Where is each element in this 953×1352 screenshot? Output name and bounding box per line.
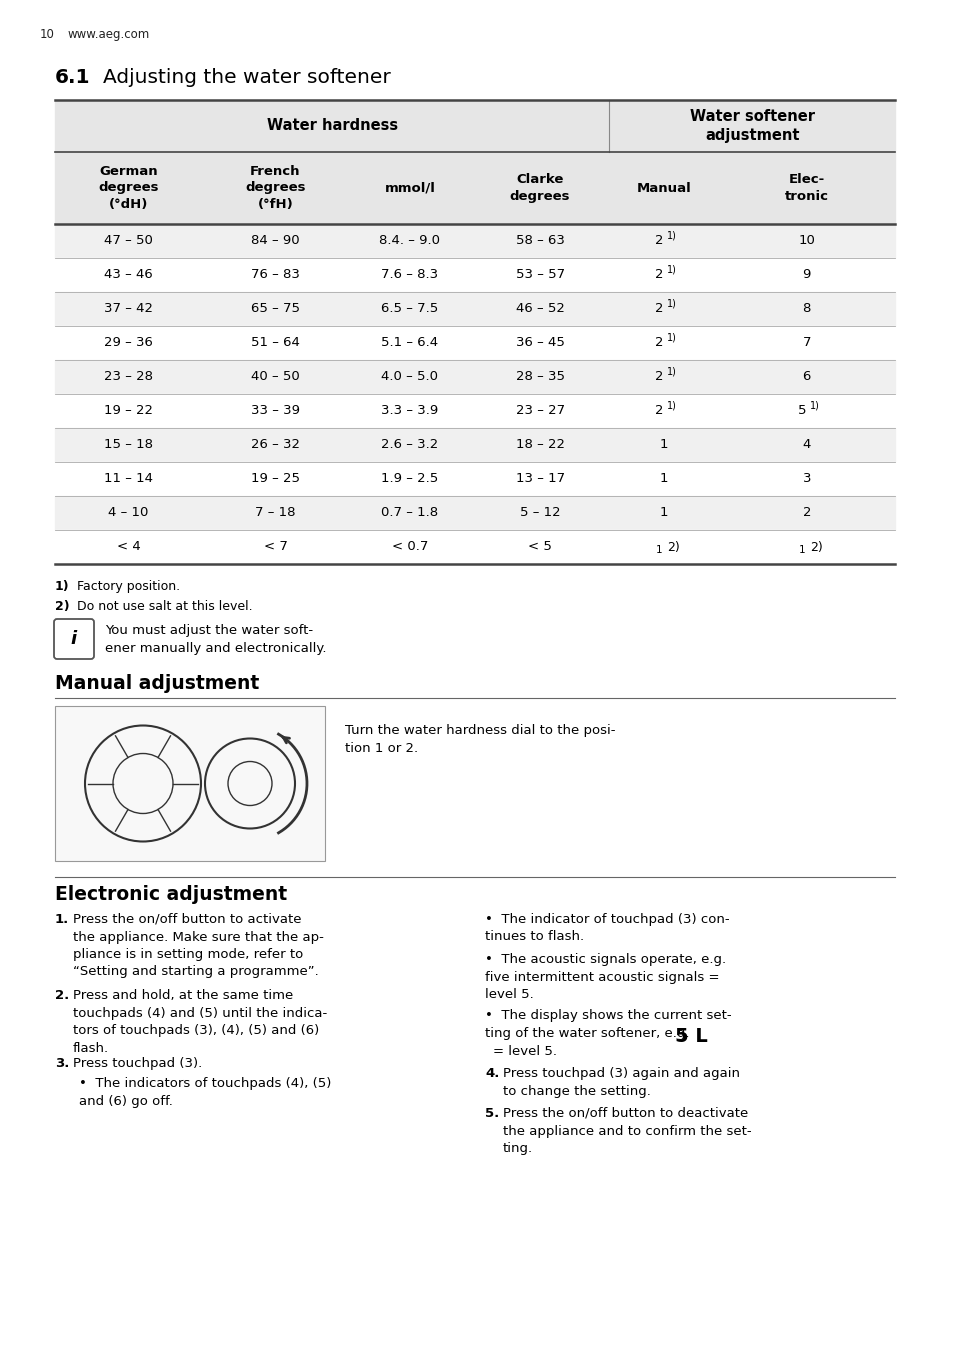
Bar [55, 100, 894, 151]
Text: Clarke
degrees: Clarke degrees [509, 173, 570, 203]
Text: 76 – 83: 76 – 83 [251, 269, 299, 281]
Text: 1): 1) [666, 333, 677, 342]
Text: 18 – 22: 18 – 22 [515, 438, 564, 452]
Bar [55, 530, 894, 564]
Text: 5.: 5. [484, 1107, 498, 1119]
Text: < 4: < 4 [116, 541, 140, 553]
Text: 2: 2 [654, 269, 662, 281]
Text: 3.3 – 3.9: 3.3 – 3.9 [381, 404, 438, 418]
Text: Manual adjustment: Manual adjustment [55, 675, 259, 694]
Text: 1: 1 [659, 507, 667, 519]
Text: < 7: < 7 [263, 541, 287, 553]
Text: 1): 1) [666, 264, 677, 274]
Text: 1.9 – 2.5: 1.9 – 2.5 [381, 472, 438, 485]
Bar [55, 151, 894, 224]
Text: 11 – 14: 11 – 14 [104, 472, 152, 485]
Text: 47 – 50: 47 – 50 [104, 234, 152, 247]
Text: Factory position.: Factory position. [77, 580, 180, 594]
Text: Adjusting the water softener: Adjusting the water softener [103, 68, 391, 87]
Text: 4: 4 [801, 438, 810, 452]
Text: 4.0 – 5.0: 4.0 – 5.0 [381, 370, 438, 384]
Text: Press touchpad (3).: Press touchpad (3). [73, 1057, 202, 1069]
Text: Press touchpad (3) again and again
to change the setting.: Press touchpad (3) again and again to ch… [502, 1067, 740, 1098]
Text: 7.6 – 8.3: 7.6 – 8.3 [381, 269, 438, 281]
Text: 1: 1 [659, 438, 667, 452]
FancyBboxPatch shape [54, 619, 94, 658]
Text: 2: 2 [654, 404, 662, 418]
Text: 36 – 45: 36 – 45 [516, 337, 564, 350]
Text: Water softener
adjustment: Water softener adjustment [689, 110, 814, 143]
Text: 46 – 52: 46 – 52 [516, 303, 564, 315]
Text: Water hardness: Water hardness [266, 119, 397, 134]
Text: 53 – 57: 53 – 57 [515, 269, 564, 281]
Text: 40 – 50: 40 – 50 [251, 370, 299, 384]
Text: Press the on/off button to activate
the appliance. Make sure that the ap-
plianc: Press the on/off button to activate the … [73, 913, 323, 979]
Bar [55, 326, 894, 360]
Text: Electronic adjustment: Electronic adjustment [55, 886, 287, 904]
Text: 6.5 – 7.5: 6.5 – 7.5 [381, 303, 438, 315]
Text: 2: 2 [654, 303, 662, 315]
Text: 7: 7 [801, 337, 810, 350]
Text: Press and hold, at the same time
touchpads (4) and (5) until the indica-
tors of: Press and hold, at the same time touchpa… [73, 990, 327, 1055]
Text: 5 L: 5 L [675, 1028, 707, 1046]
Text: 0.7 – 1.8: 0.7 – 1.8 [381, 507, 438, 519]
Text: 65 – 75: 65 – 75 [251, 303, 299, 315]
Text: 1): 1) [666, 366, 677, 376]
Text: You must adjust the water soft-
ener manually and electronically.: You must adjust the water soft- ener man… [105, 625, 326, 654]
Text: 15 – 18: 15 – 18 [104, 438, 152, 452]
Text: = level 5.: = level 5. [493, 1045, 557, 1059]
Text: 2): 2) [809, 541, 821, 553]
Text: 58 – 63: 58 – 63 [516, 234, 564, 247]
Bar [55, 224, 894, 258]
Text: •  The indicator of touchpad (3) con-
tinues to flash.: • The indicator of touchpad (3) con- tin… [484, 913, 729, 944]
Text: 1: 1 [798, 545, 804, 556]
Text: mmol/l: mmol/l [384, 181, 435, 195]
Text: •  The indicators of touchpads (4), (5)
and (6) go off.: • The indicators of touchpads (4), (5) a… [79, 1078, 331, 1107]
Text: Turn the water hardness dial to the posi-
tion 1 or 2.: Turn the water hardness dial to the posi… [345, 725, 615, 754]
Text: 10: 10 [798, 234, 815, 247]
Text: www.aeg.com: www.aeg.com [68, 28, 150, 41]
Text: 28 – 35: 28 – 35 [515, 370, 564, 384]
Text: 37 – 42: 37 – 42 [104, 303, 152, 315]
Text: 8.4. – 9.0: 8.4. – 9.0 [379, 234, 440, 247]
Text: French
degrees
(°fH): French degrees (°fH) [245, 165, 305, 211]
Text: 84 – 90: 84 – 90 [251, 234, 299, 247]
Text: 29 – 36: 29 – 36 [104, 337, 152, 350]
Text: 2: 2 [654, 337, 662, 350]
Text: 1: 1 [659, 472, 667, 485]
Text: 10: 10 [40, 28, 55, 41]
Text: Manual: Manual [636, 181, 691, 195]
Text: 4 – 10: 4 – 10 [109, 507, 149, 519]
Text: 43 – 46: 43 – 46 [104, 269, 152, 281]
Bar [55, 429, 894, 462]
Text: 4.: 4. [484, 1067, 498, 1080]
Text: 33 – 39: 33 – 39 [251, 404, 299, 418]
Bar [55, 496, 894, 530]
Text: 1): 1) [666, 297, 677, 308]
Bar [55, 706, 325, 861]
Text: < 0.7: < 0.7 [392, 541, 428, 553]
Text: •  The acoustic signals operate, e.g.
five intermittent acoustic signals =
level: • The acoustic signals operate, e.g. fiv… [484, 953, 725, 1000]
Bar [55, 292, 894, 326]
Text: German
degrees
(°dH): German degrees (°dH) [98, 165, 158, 211]
Text: 1): 1) [666, 230, 677, 241]
Text: 8: 8 [801, 303, 810, 315]
Text: 5 – 12: 5 – 12 [519, 507, 559, 519]
Text: •  The display shows the current set-
ting of the water softener, e.g.: • The display shows the current set- tin… [484, 1009, 731, 1040]
Text: 19 – 25: 19 – 25 [251, 472, 299, 485]
Bar [55, 360, 894, 393]
Text: 2): 2) [666, 541, 679, 553]
Text: 3: 3 [801, 472, 810, 485]
Text: 2: 2 [654, 370, 662, 384]
Text: 1): 1) [55, 580, 70, 594]
Text: 23 – 27: 23 – 27 [515, 404, 564, 418]
Text: Do not use salt at this level.: Do not use salt at this level. [77, 600, 253, 612]
Text: 2.: 2. [55, 990, 70, 1002]
Text: 5: 5 [797, 404, 805, 418]
Text: 23 – 28: 23 – 28 [104, 370, 152, 384]
Text: < 5: < 5 [528, 541, 552, 553]
Text: 1: 1 [655, 545, 661, 556]
Text: 51 – 64: 51 – 64 [251, 337, 299, 350]
Text: 19 – 22: 19 – 22 [104, 404, 152, 418]
Text: 6.1: 6.1 [55, 68, 91, 87]
